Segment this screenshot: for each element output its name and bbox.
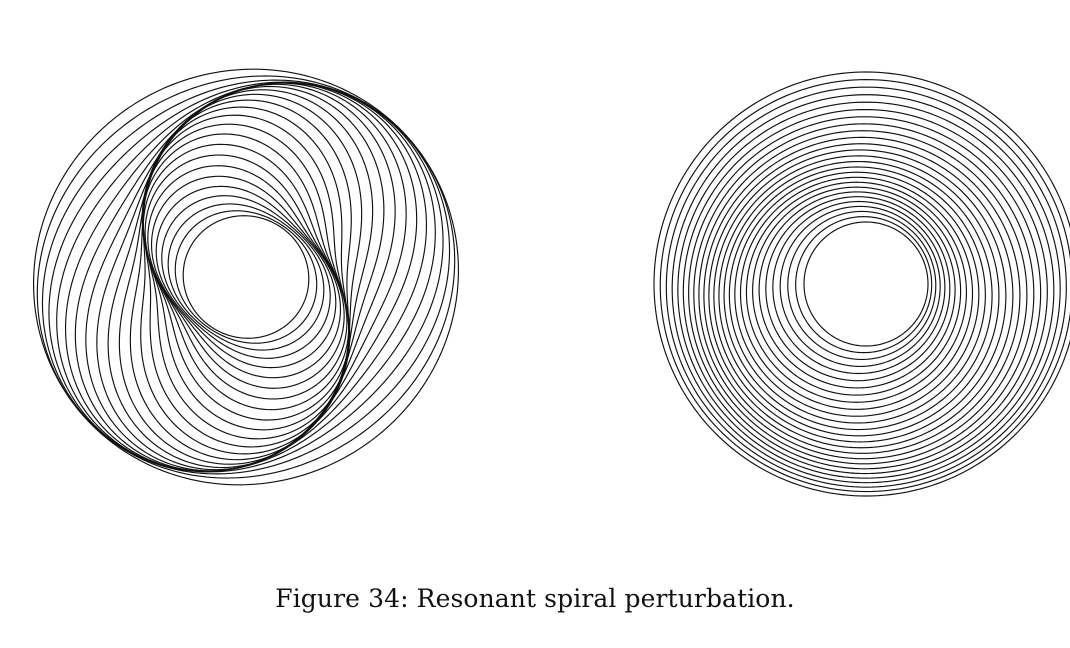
right-spiral-ring <box>682 108 1048 475</box>
left-spiral-ring <box>161 195 331 359</box>
right-spiral-ring <box>671 94 1061 484</box>
right-spiral-ring <box>723 160 993 431</box>
left-spiral-ring <box>32 68 460 486</box>
left-spiral-ring <box>96 83 396 471</box>
left-spiral-ring <box>174 210 318 344</box>
left-spiral-ring <box>167 203 325 351</box>
right-spiral-panel <box>653 71 1070 497</box>
right-spiral-ring <box>718 155 1000 437</box>
right-spiral-ring <box>765 196 951 382</box>
right-spiral-ring <box>665 86 1067 488</box>
left-spiral-ring <box>147 165 345 389</box>
left-spiral-ring <box>36 75 456 479</box>
figure-area <box>32 68 1070 497</box>
left-spiral-ring <box>142 114 350 440</box>
left-spiral-ring <box>155 185 337 369</box>
left-spiral-ring <box>129 93 363 461</box>
right-spiral-ring <box>708 143 1014 449</box>
left-spiral-ring <box>56 82 436 472</box>
right-spiral-ring <box>659 78 1070 493</box>
left-spiral-ring <box>74 82 418 472</box>
right-spiral-ring <box>734 171 980 417</box>
right-spiral-ring <box>795 216 933 354</box>
left-spiral-panel <box>32 68 460 486</box>
right-spiral-ring <box>739 176 974 410</box>
left-spiral-ring <box>141 123 351 431</box>
right-spiral-ring <box>677 101 1055 479</box>
right-spiral-ring <box>698 130 1028 460</box>
right-spiral-ring <box>693 123 1035 465</box>
right-spiral-ring <box>688 116 1042 470</box>
right-spiral-ring <box>728 166 986 424</box>
left-spiral-ring <box>150 175 342 379</box>
left-spiral-ring <box>64 82 428 472</box>
right-spiral-ring <box>745 181 968 403</box>
left-spiral-ring <box>85 82 407 472</box>
left-spiral-ring <box>41 79 451 475</box>
right-spiral-ring <box>752 186 962 396</box>
left-spiral-ring <box>182 215 310 339</box>
right-spiral-ring <box>703 136 1021 454</box>
right-spiral-ring <box>772 200 946 375</box>
figure-caption: Figure 34: Resonant spiral perturbation. <box>275 584 795 613</box>
right-spiral-ring <box>653 71 1070 497</box>
right-spiral-ring <box>787 210 937 361</box>
right-spiral-ring <box>803 221 929 347</box>
right-spiral-ring <box>779 205 941 367</box>
left-spiral-ring <box>141 133 351 421</box>
right-spiral-ring <box>758 191 956 389</box>
left-spiral-ring <box>48 81 444 473</box>
right-spiral-ring <box>713 149 1007 443</box>
figure-panels <box>32 68 1070 497</box>
left-spiral-ring <box>142 143 350 411</box>
left-spiral-ring <box>142 106 350 448</box>
